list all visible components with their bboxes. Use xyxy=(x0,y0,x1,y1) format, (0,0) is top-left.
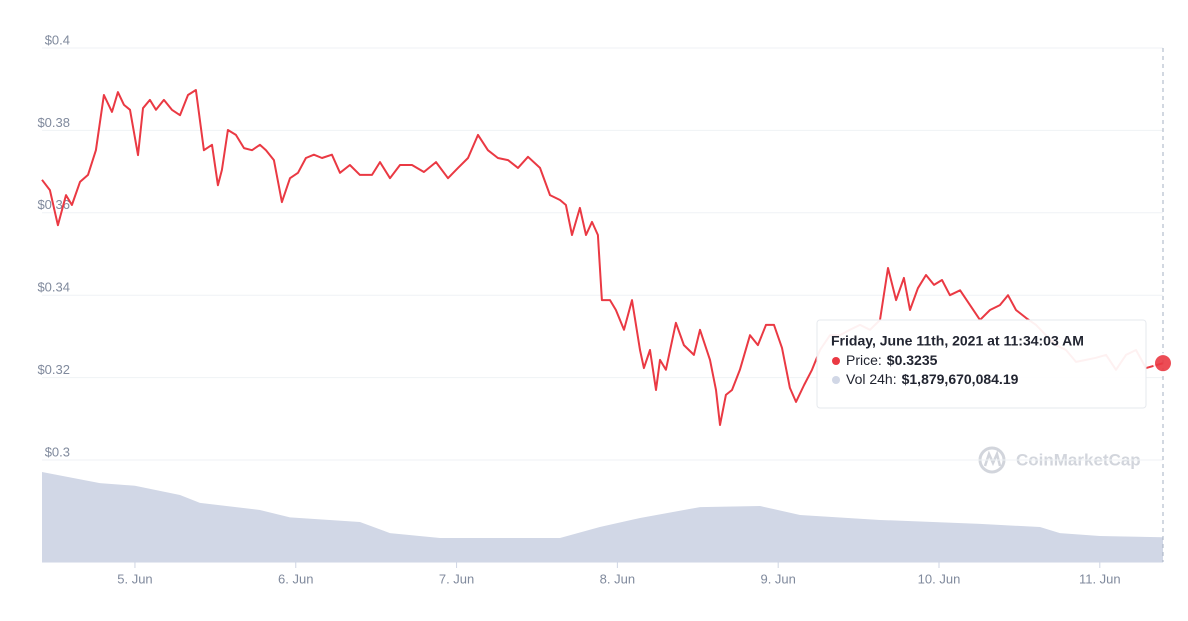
hover-point xyxy=(1153,353,1173,374)
tooltip-entry: Vol 24h: $1,879,670,084.19 xyxy=(846,371,1019,387)
y-tick-label: $0.4 xyxy=(45,32,70,47)
x-tick-label: 10. Jun xyxy=(918,571,961,586)
y-tick-label: $0.3 xyxy=(45,444,70,459)
tooltip-entry-value: $0.3235 xyxy=(887,352,938,368)
tooltip: Friday, June 11th, 2021 at 11:34:03 AM Pr… xyxy=(816,319,1147,409)
x-tick-label: 8. Jun xyxy=(600,571,635,586)
y-tick-label: $0.38 xyxy=(37,115,70,130)
tooltip-entry-name: Price: xyxy=(846,352,882,368)
tooltip-title: Friday, June 11th, 2021 at 11:34:03 AM xyxy=(831,333,1084,349)
tooltip-swatch xyxy=(832,357,840,365)
x-tick-label: 9. Jun xyxy=(760,571,795,586)
tooltip-swatch xyxy=(832,376,840,384)
tooltip-entry-name: Vol 24h: xyxy=(846,371,897,387)
x-tick-label: 5. Jun xyxy=(117,571,152,586)
price-line xyxy=(41,89,1164,426)
y-tick-label: $0.32 xyxy=(37,362,70,377)
x-tick-label: 6. Jun xyxy=(278,571,313,586)
tooltip-entry-value: $1,879,670,084.19 xyxy=(902,371,1019,387)
watermark-logo-mark xyxy=(983,450,1002,467)
tooltip-box xyxy=(816,319,1147,409)
y-tick-label: $0.34 xyxy=(37,280,70,295)
tooltip-entry: Price: $0.3235 xyxy=(846,352,938,368)
x-tick-label: 11. Jun xyxy=(1079,571,1121,586)
volume-area xyxy=(42,471,1163,562)
x-tick-label: 7. Jun xyxy=(439,571,474,586)
